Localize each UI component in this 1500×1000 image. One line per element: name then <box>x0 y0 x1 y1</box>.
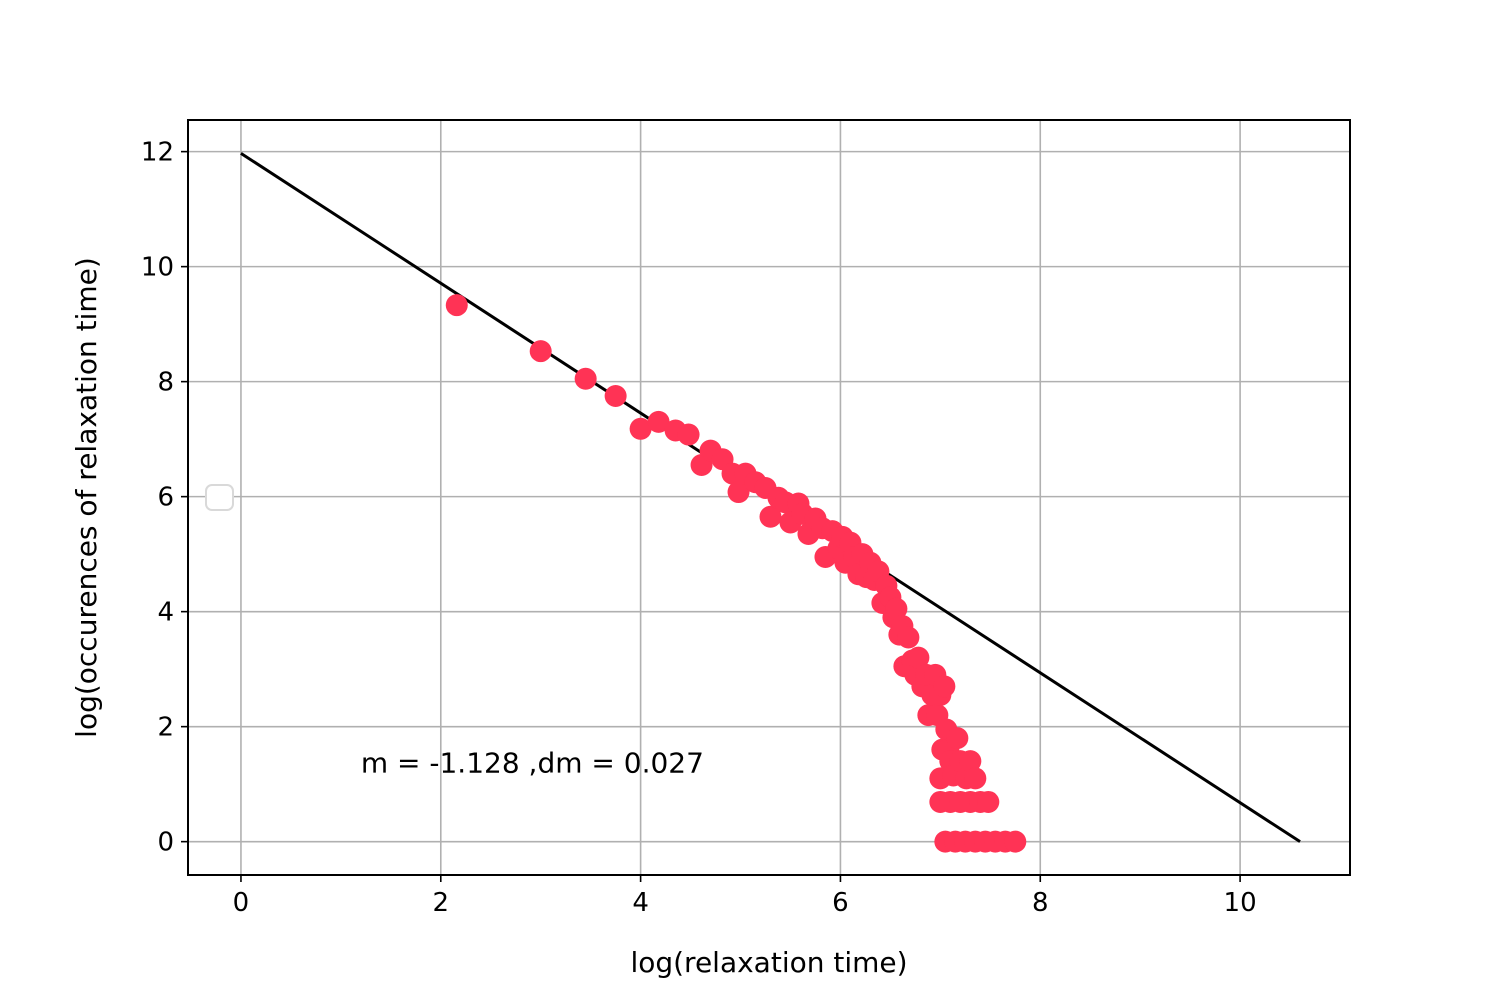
data-point <box>977 791 999 813</box>
data-point <box>605 385 627 407</box>
data-point <box>575 368 597 390</box>
y-tick-label: 0 <box>157 828 174 858</box>
y-tick-label: 2 <box>157 713 174 743</box>
data-point <box>897 627 919 649</box>
x-tick-label: 10 <box>1224 888 1257 918</box>
x-tick-label: 8 <box>1032 888 1049 918</box>
legend <box>206 485 233 510</box>
y-tick-label: 12 <box>141 138 174 168</box>
data-point <box>1004 831 1026 853</box>
y-tick-label: 4 <box>157 598 174 628</box>
y-tick-label: 6 <box>157 483 174 513</box>
x-tick-label: 4 <box>632 888 649 918</box>
y-tick-label: 10 <box>141 253 174 283</box>
x-tick-label: 6 <box>832 888 849 918</box>
fit-annotation: m = -1.128 ,dm = 0.027 <box>361 747 704 780</box>
data-point <box>946 727 968 749</box>
y-tick-label: 8 <box>157 368 174 398</box>
x-axis-label: log(relaxation time) <box>630 946 907 979</box>
data-point <box>964 767 986 789</box>
y-axis-label: log(occurences of relaxation time) <box>70 257 103 738</box>
x-tick-label: 2 <box>433 888 450 918</box>
data-point <box>530 340 552 362</box>
legend-box <box>206 485 233 510</box>
data-point <box>933 675 955 697</box>
x-tick-label: 0 <box>233 888 250 918</box>
data-point <box>678 424 700 446</box>
data-point <box>446 294 468 316</box>
